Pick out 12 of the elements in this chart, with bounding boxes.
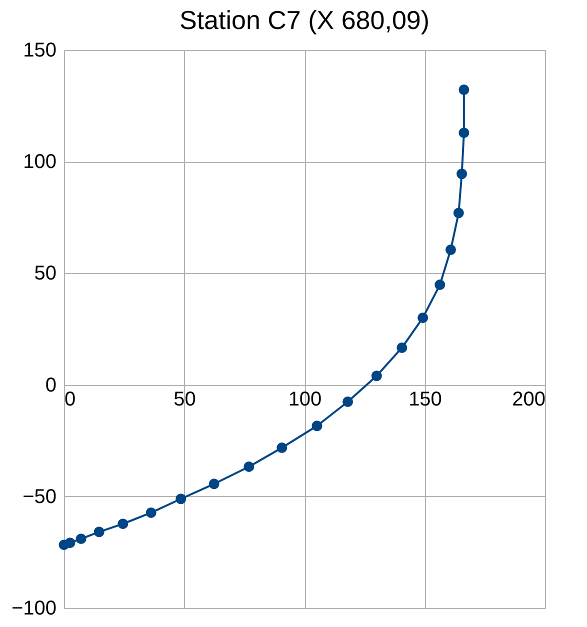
x-tick-label: 150 (408, 388, 442, 410)
x-tick-label: 0 (64, 388, 76, 410)
chart-title: Station C7 (X 680,09) (179, 5, 430, 35)
y-tick-label: 150 (23, 40, 56, 62)
x-tick-label: 50 (174, 388, 196, 410)
x-tick-label: 200 (512, 388, 546, 410)
y-tick-label: −50 (22, 486, 56, 508)
y-tick-label: 100 (23, 151, 56, 174)
y-tick-label: 50 (34, 262, 56, 285)
y-tick-label: 0 (45, 374, 56, 396)
x-tick-label: 100 (288, 388, 322, 410)
y-tick-label: −100 (11, 598, 56, 620)
